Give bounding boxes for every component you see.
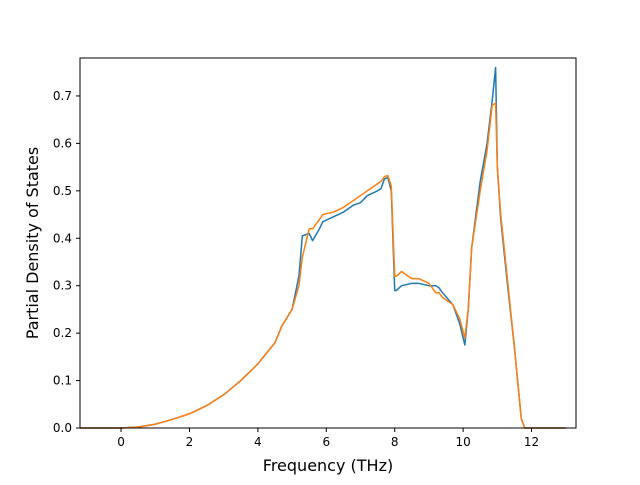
y-tick-label: 0.0 [53, 421, 72, 435]
x-axis-label: Frequency (THz) [263, 456, 393, 475]
x-axis: 0 2 4 6 8 10 12 [117, 428, 539, 449]
y-axis: 0.0 0.1 0.2 0.3 0.4 0.5 0.6 0.7 [53, 89, 80, 435]
series-layer [80, 66, 566, 429]
y-tick-label: 0.2 [53, 326, 72, 340]
x-tick-label: 10 [455, 435, 470, 449]
x-tick-label: 6 [322, 435, 330, 449]
x-tick-label: 12 [524, 435, 539, 449]
y-tick-label: 0.7 [53, 89, 72, 103]
x-tick-label: 8 [391, 435, 399, 449]
y-tick-label: 0.6 [53, 136, 72, 150]
x-tick-label: 0 [117, 435, 125, 449]
x-tick-label: 4 [254, 435, 262, 449]
series-line-2 [80, 102, 566, 429]
x-tick-label: 2 [186, 435, 194, 449]
y-tick-label: 0.1 [53, 374, 72, 388]
y-tick-label: 0.5 [53, 184, 72, 198]
plot-frame [79, 57, 577, 429]
y-tick-label: 0.3 [53, 279, 72, 293]
y-tick-label: 0.4 [53, 231, 72, 245]
y-axis-label: Partial Density of States [23, 147, 42, 339]
